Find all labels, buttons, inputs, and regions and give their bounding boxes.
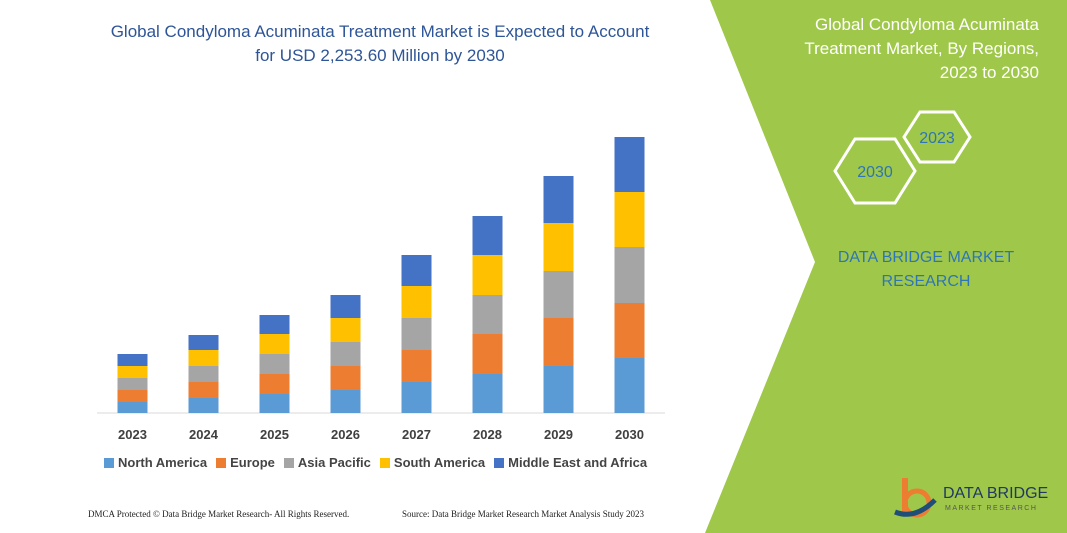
bar-segment xyxy=(330,366,361,390)
hex-label: 2030 xyxy=(857,164,893,181)
bar-segment xyxy=(188,398,219,413)
logo-name: DATA BRIDGE xyxy=(943,485,1048,502)
x-tick-label: 2027 xyxy=(402,427,431,442)
bar-segment xyxy=(259,354,290,374)
hexagon xyxy=(833,137,917,205)
side-panel xyxy=(705,0,1067,533)
bar-segment xyxy=(117,390,148,402)
bar-segment xyxy=(614,137,645,192)
bar-segment xyxy=(614,247,645,303)
bar-segment xyxy=(472,374,503,413)
legend: North America Europe Asia Pacific South Ame… xyxy=(104,455,647,470)
legend-label: Middle East and Africa xyxy=(508,455,648,470)
bar-segment xyxy=(117,402,148,413)
x-tick-label: 2029 xyxy=(544,427,573,442)
footer-right: Source: Data Bridge Market Research Mark… xyxy=(402,509,644,519)
x-tick-label: 2030 xyxy=(615,427,644,442)
legend-label: South America xyxy=(393,455,486,470)
x-tick-label: 2024 xyxy=(189,427,219,442)
bar-segment xyxy=(543,366,574,413)
footer-left: DMCA Protected © Data Bridge Market Rese… xyxy=(88,509,350,519)
x-tick-label: 2023 xyxy=(118,427,147,442)
legend-item: North America xyxy=(104,455,207,470)
legend-swatch xyxy=(216,457,227,468)
bar-segment xyxy=(259,315,290,334)
bar-segment xyxy=(472,216,503,255)
bar-segment xyxy=(259,334,290,354)
legend-item: Asia Pacific xyxy=(283,455,371,470)
bar-segment xyxy=(330,318,361,342)
bar-segment xyxy=(543,223,574,271)
legend-swatch xyxy=(379,457,390,468)
bar-segment xyxy=(259,374,290,394)
x-tick-label: 2026 xyxy=(331,427,360,442)
bar-segment xyxy=(330,295,361,318)
x-tick-label: 2028 xyxy=(473,427,502,442)
legend-item: Europe xyxy=(216,455,275,470)
legend-swatch xyxy=(494,457,505,468)
bar-segment xyxy=(472,255,503,295)
chart-title: Global Condyloma Acuminata Treatment Mar… xyxy=(110,22,650,65)
bar-segment xyxy=(117,366,148,378)
bar-segment xyxy=(188,366,219,382)
bar-segment xyxy=(472,334,503,374)
bar-segment xyxy=(401,382,432,413)
hex-label: 2023 xyxy=(919,130,955,147)
bar-segment xyxy=(614,303,645,358)
legend-item: South America xyxy=(379,455,486,470)
hexagon xyxy=(902,110,972,164)
bar-segment xyxy=(188,350,219,366)
bar-segment xyxy=(614,358,645,413)
bar-segment xyxy=(543,318,574,366)
legend-label: Asia Pacific xyxy=(297,455,371,470)
bar-segment xyxy=(472,295,503,334)
bar-segment xyxy=(614,192,645,247)
bar-segment xyxy=(401,286,432,318)
panel-title: Global Condyloma Acuminata Treatment Mar… xyxy=(804,15,1039,82)
legend-item: Middle East and Africa xyxy=(494,455,647,470)
bar-segment xyxy=(117,378,148,390)
legend-label: Europe xyxy=(230,455,275,470)
panel-brand: DATA BRIDGE MARKET RESEARCH xyxy=(837,249,1015,290)
legend-swatch xyxy=(283,457,294,468)
bar-segment xyxy=(188,382,219,398)
legend-label: North America xyxy=(118,455,208,470)
bar-segment xyxy=(330,342,361,366)
bar-segment xyxy=(188,335,219,350)
bar-segment xyxy=(543,271,574,318)
bar-segment xyxy=(543,176,574,223)
bar-segment xyxy=(401,318,432,350)
bar-segment xyxy=(117,354,148,366)
bar-segment xyxy=(259,394,290,413)
logo-tagline: MARKET RESEARCH xyxy=(945,505,1037,512)
bar-segment xyxy=(401,350,432,382)
x-tick-label: 2025 xyxy=(260,427,289,442)
bar-segment xyxy=(330,390,361,413)
logo-swoosh xyxy=(894,498,937,517)
logo-icon xyxy=(894,478,937,518)
legend-swatch xyxy=(104,457,114,468)
bar-segment xyxy=(401,255,432,286)
